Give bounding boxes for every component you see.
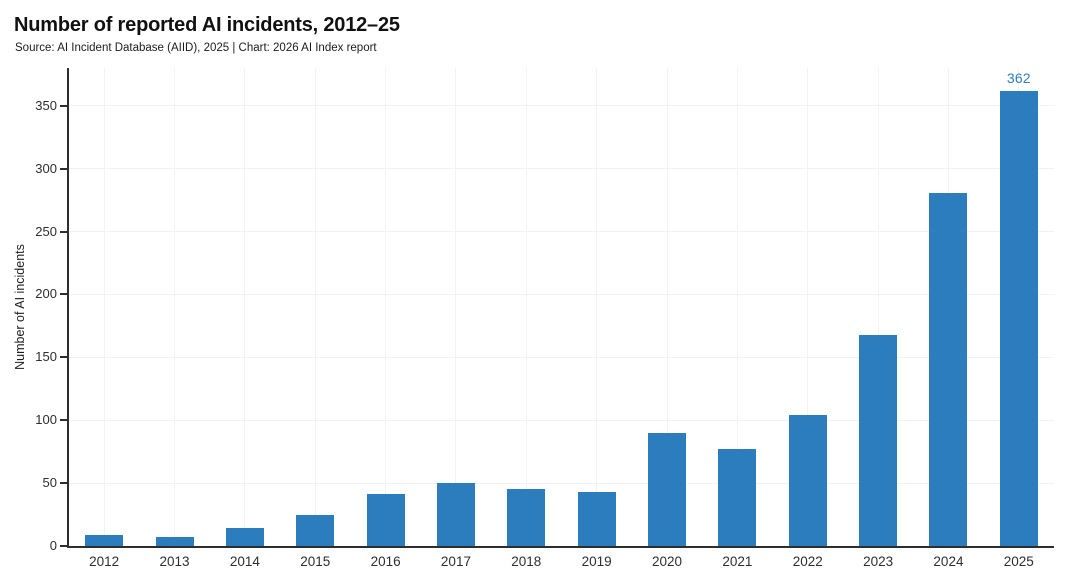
bar-value-label: 362 [1006, 69, 1031, 86]
y-axis-tick [60, 419, 67, 422]
gridline-vertical [244, 68, 246, 546]
chart-title: Number of reported AI incidents, 2012–25 [14, 14, 400, 36]
x-tick-label-2014: 2014 [229, 554, 260, 569]
x-tick-label-2017: 2017 [440, 554, 471, 569]
bar-2019 [577, 491, 616, 546]
y-tick-label: 350 [35, 97, 57, 113]
y-axis-tick [60, 482, 67, 485]
x-tick-label-2021: 2021 [722, 554, 753, 569]
bar-2016 [366, 494, 405, 546]
x-tick-label-2025: 2025 [1003, 554, 1034, 569]
y-axis-tick [60, 545, 67, 547]
x-tick-label-2016: 2016 [370, 554, 401, 569]
gridline-horizontal [69, 419, 1054, 421]
chart-source-line: Source: AI Incident Database (AIID), 202… [15, 42, 377, 54]
x-tick-label-2024: 2024 [933, 554, 964, 569]
plot-area: 0 50 100 150 200 250 300 350 2012 2013 2014 2015 201… [35, 68, 1054, 569]
bar-2018 [507, 489, 546, 546]
bar-2020 [648, 432, 687, 546]
x-tick-label-2022: 2022 [792, 554, 823, 569]
y-tick-label: 50 [42, 475, 57, 491]
gridline-vertical [385, 68, 387, 546]
bar-2022 [788, 415, 827, 546]
y-tick-label: 100 [35, 412, 57, 428]
gridline-vertical [736, 68, 738, 546]
x-tick-label-2018: 2018 [511, 554, 542, 569]
bar-2015 [296, 514, 335, 546]
gridline-vertical [596, 68, 598, 546]
gridline-horizontal [69, 293, 1054, 295]
gridline-vertical [455, 68, 457, 546]
x-tick-label-2013: 2013 [159, 554, 190, 569]
gridline-vertical [314, 68, 316, 546]
gridline-vertical [666, 68, 668, 546]
y-axis-tick [60, 230, 67, 233]
y-tick-label: 200 [35, 286, 57, 302]
gridline-horizontal [69, 482, 1054, 484]
x-tick-label-2020: 2020 [652, 554, 683, 569]
y-tick-label: 300 [35, 160, 57, 176]
bar-2014 [225, 528, 264, 546]
y-axis-tick [60, 167, 67, 170]
bar-2017 [436, 483, 475, 546]
gridline-horizontal [69, 356, 1054, 358]
y-axis-tick [60, 104, 67, 107]
x-tick-label-2015: 2015 [300, 554, 331, 569]
x-tick-label-2012: 2012 [89, 554, 120, 569]
y-axis-tick [60, 356, 67, 359]
gridline-horizontal [69, 231, 1054, 233]
gridline-vertical [103, 68, 105, 546]
y-tick-label: 0 [49, 538, 57, 553]
gridline-vertical [807, 68, 809, 546]
y-tick-label: 250 [35, 223, 57, 239]
gridline-vertical [525, 68, 527, 546]
bar-2012 [85, 534, 124, 546]
bar-2021 [718, 449, 757, 546]
x-tick-label-2023: 2023 [863, 554, 894, 569]
gridline-vertical [877, 68, 879, 546]
y-axis-tick [60, 293, 67, 296]
bar-2025 [999, 90, 1038, 546]
y-tick-label: 150 [35, 349, 57, 365]
gridline-horizontal [69, 105, 1054, 107]
gridline-vertical [174, 68, 176, 546]
bar-2024 [929, 192, 968, 546]
bar-2013 [155, 537, 194, 546]
gridline-horizontal [69, 168, 1054, 170]
bar-2023 [859, 334, 898, 546]
x-tick-label-2019: 2019 [581, 554, 612, 569]
